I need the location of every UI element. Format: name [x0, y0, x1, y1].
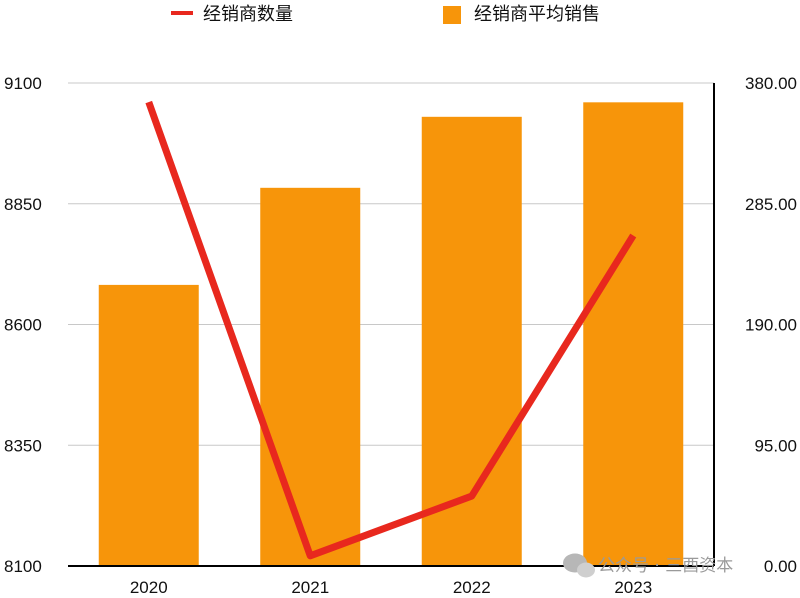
- x-axis-ticks: 2020 2021 2022 2023: [130, 578, 652, 597]
- legend-bar-swatch: [443, 6, 461, 24]
- right-tick-label: 95.00: [754, 436, 797, 455]
- left-axis-ticks: 8100 8350 8600 8850 9100: [4, 74, 42, 576]
- legend-line-swatch: [171, 11, 193, 15]
- bar-2023: [583, 102, 684, 566]
- wechat-icon: [563, 553, 595, 578]
- left-tick-label: 8600: [4, 316, 42, 335]
- left-tick-label: 8350: [4, 436, 42, 455]
- right-axis-ticks: 0.00 95.00 190.00 285.00 380.00: [745, 74, 797, 576]
- x-tick-label: 2022: [453, 578, 491, 597]
- line-series: [145, 100, 637, 560]
- legend-label-dealer-count: 经销商数量: [203, 4, 293, 25]
- bar-2020: [98, 284, 199, 566]
- left-tick-label: 8850: [4, 195, 42, 214]
- right-tick-label: 380.00: [745, 74, 797, 93]
- bar-series: [98, 102, 684, 566]
- right-tick-label: 0.00: [764, 557, 797, 576]
- watermark-text: 公众号 · 三酉资本: [598, 556, 733, 576]
- left-tick-label: 8100: [4, 557, 42, 576]
- left-tick-label: 9100: [4, 74, 42, 93]
- x-tick-label: 2021: [291, 578, 329, 597]
- watermark: 公众号 · 三酉资本: [563, 553, 733, 578]
- x-tick-label: 2020: [130, 578, 168, 597]
- legend: 经销商数量 经销商平均销售: [171, 4, 600, 25]
- right-tick-label: 285.00: [745, 195, 797, 214]
- legend-label-avg-sales: 经销商平均销售: [474, 4, 600, 25]
- x-tick-label: 2023: [614, 578, 652, 597]
- bar-2021: [260, 187, 361, 566]
- right-tick-label: 190.00: [745, 316, 797, 335]
- axes: [68, 83, 715, 567]
- line-dealer-count: [145, 100, 637, 560]
